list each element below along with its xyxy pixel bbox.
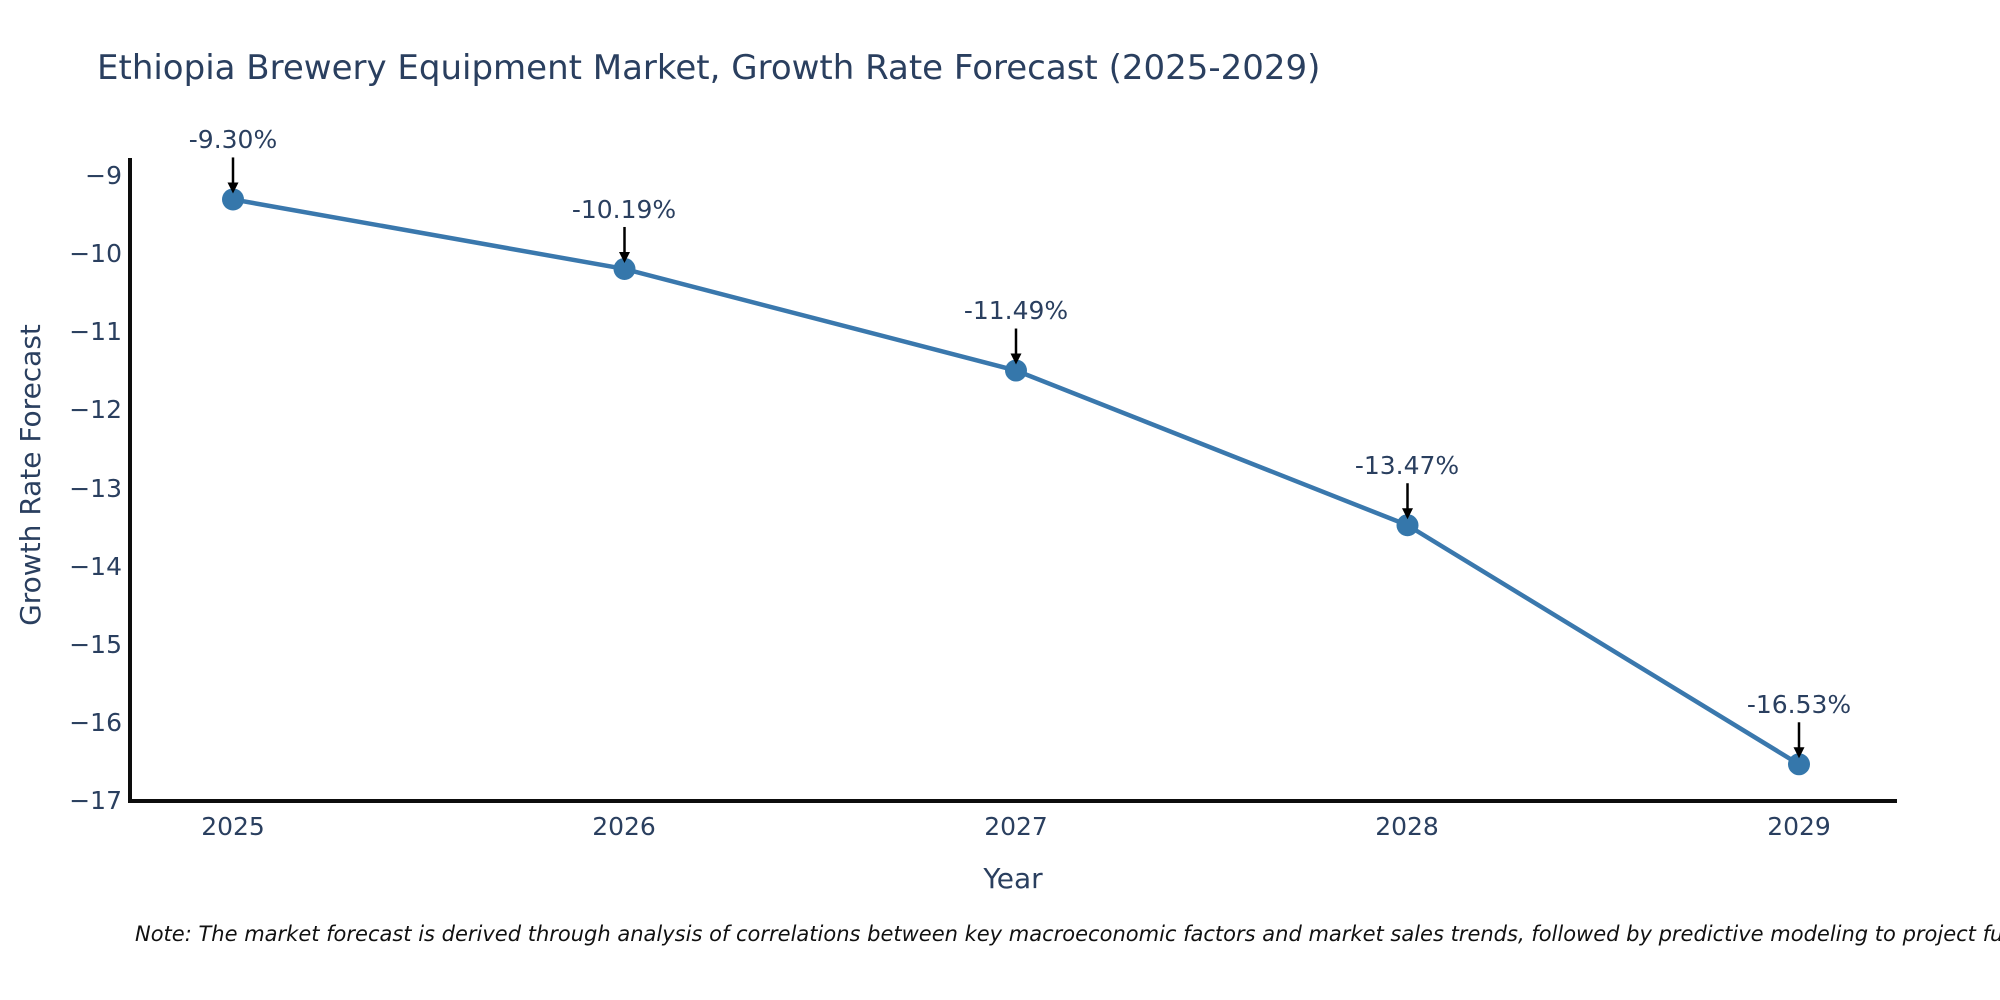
y-axis-title: Growth Rate Forecast (14, 324, 47, 626)
data-point-marker (222, 188, 244, 211)
data-point-marker (1396, 514, 1419, 537)
chart-title: Ethiopia Brewery Equipment Market, Growt… (97, 48, 1321, 88)
data-label: -11.49% (963, 296, 1069, 325)
annotation-arrows (227, 157, 1805, 759)
data-label: -16.53% (1746, 690, 1852, 719)
axis-lines (128, 158, 1897, 803)
x-tick-label: 2026 (592, 812, 656, 841)
x-axis-title: Year (983, 862, 1043, 895)
x-tick-label: 2025 (201, 812, 265, 841)
data-label: -9.30% (188, 125, 278, 154)
y-tick-label: −17 (69, 786, 122, 815)
y-tick-label: −13 (69, 474, 122, 503)
data-label: -13.47% (1354, 451, 1460, 480)
y-tick-label: −16 (69, 708, 122, 737)
data-point-marker (1788, 753, 1810, 776)
forecast-line-series (222, 188, 1810, 776)
data-point-marker (1005, 359, 1027, 382)
x-tick-label: 2027 (984, 812, 1048, 841)
data-point-marker (613, 257, 636, 280)
annotation-arrow-head (1402, 508, 1413, 520)
forecast-line (230, 197, 1802, 767)
x-tick-label: 2028 (1375, 812, 1439, 841)
y-tick-label: −11 (69, 317, 122, 346)
data-label: -10.19% (571, 195, 677, 224)
y-tick-label: −14 (69, 552, 122, 581)
footnote: Note: The market forecast is derived thr… (135, 922, 2000, 946)
y-tick-label: −15 (69, 630, 122, 659)
annotation-arrow-head (619, 251, 630, 263)
y-tick-label: −9 (85, 161, 122, 190)
annotation-arrow-head (1010, 353, 1022, 365)
annotation-arrow-head (1793, 747, 1805, 759)
y-tick-label: −12 (69, 395, 122, 424)
x-tick-label: 2029 (1767, 812, 1831, 841)
y-tick-label: −10 (69, 239, 122, 268)
annotation-arrow-head (227, 182, 239, 194)
